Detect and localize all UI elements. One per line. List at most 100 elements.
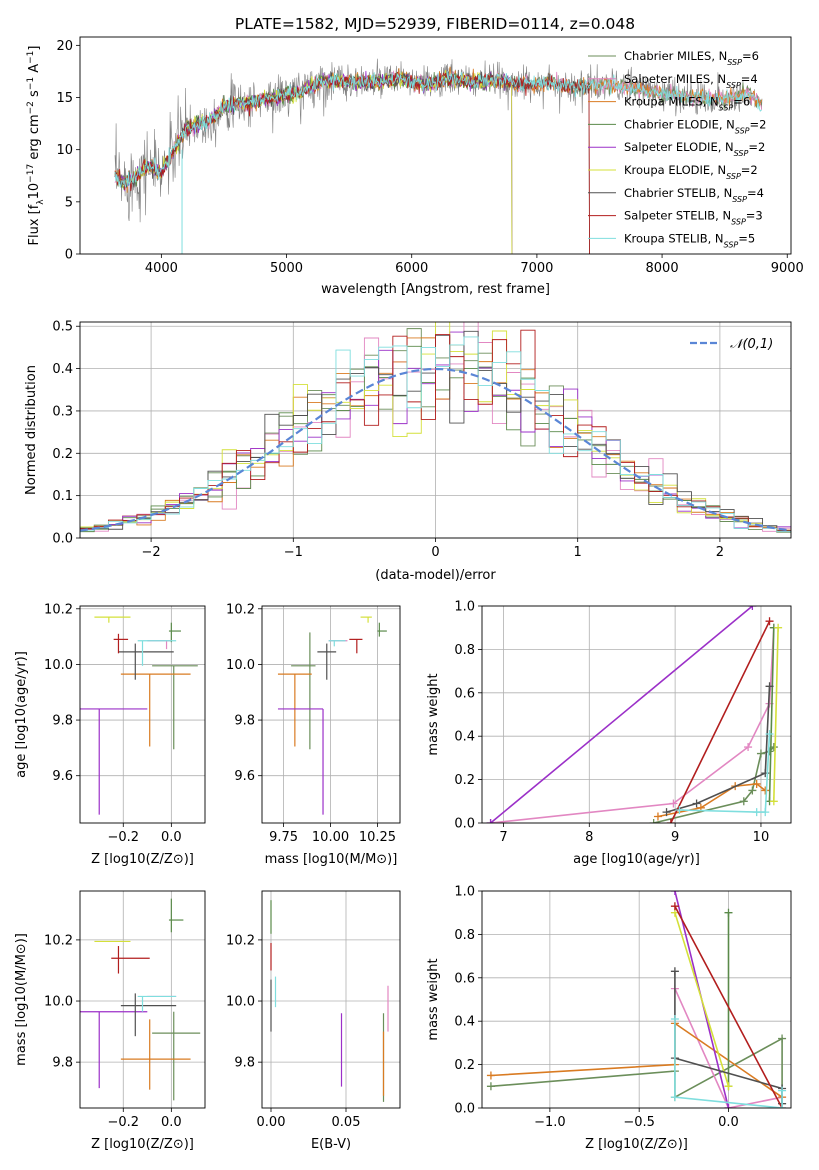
mass-vs-ebv-axes: 0.00 0.05 9.8 10.0 10.2 E(B-V) xyxy=(226,890,401,1152)
y-tick-label: 10.2 xyxy=(44,602,73,617)
y-axis-label: age [log10(age/yr)] xyxy=(14,651,29,778)
plus-marker xyxy=(765,730,774,739)
legend-label: Chabrier ELODIE, NSSP=2 xyxy=(624,117,766,135)
y-tick-label: 0.2 xyxy=(454,1058,475,1073)
plus-marker xyxy=(778,1086,787,1095)
errorbars xyxy=(277,616,387,815)
y-tick-label: 0.5 xyxy=(52,320,73,335)
spectrum-lines xyxy=(114,58,763,254)
x-tick-label: −1.0 xyxy=(534,1115,566,1130)
x-tick-label: 10 xyxy=(753,830,770,845)
x-tick-label: 10.00 xyxy=(312,830,349,845)
y-tick-label: 0.4 xyxy=(454,730,475,745)
y-tick-label: 9.8 xyxy=(52,1056,73,1071)
x-axis-label: (data-model)/error xyxy=(375,568,496,583)
y-tick-label: 0.1 xyxy=(52,489,73,504)
x-tick-label: 1 xyxy=(574,545,582,560)
errorbar-point xyxy=(328,640,346,647)
plus-marker xyxy=(774,623,783,632)
plus-marker xyxy=(669,799,678,808)
x-tick-label: 0.05 xyxy=(332,1115,361,1130)
x-tick-label: 9.75 xyxy=(269,830,298,845)
x-tick-label: 5000 xyxy=(270,261,303,276)
y-axis-label: Flux [fλ10−17 erg cm−2 s−1 A−1] xyxy=(26,46,46,246)
plus-marker xyxy=(649,819,658,823)
y-tick-label: 0.4 xyxy=(454,1015,475,1030)
plus-marker xyxy=(486,1082,495,1091)
weight-line xyxy=(768,627,775,802)
y-tick-label: 10.0 xyxy=(44,658,73,673)
errorbar-point xyxy=(277,708,324,815)
y-tick-label: 10.0 xyxy=(226,658,255,673)
errorbar-point xyxy=(80,1011,148,1089)
x-tick-label: −1 xyxy=(284,545,303,560)
y-tick-label: 20 xyxy=(56,39,73,54)
errorbar-point xyxy=(168,622,181,643)
plus-marker xyxy=(756,749,765,758)
x-axis-label: wavelength [Angstrom, rest frame] xyxy=(321,282,550,297)
axes-frame xyxy=(79,890,206,1109)
y-tick-label: 9.6 xyxy=(52,769,73,784)
x-axis-label: mass [log10(M/M⊙)] xyxy=(265,852,398,867)
y-tick-label: 0.0 xyxy=(52,532,73,547)
plus-marker xyxy=(752,779,761,788)
y-tick-label: 9.8 xyxy=(234,1056,255,1071)
plus-marker xyxy=(662,808,671,817)
errorbar-point xyxy=(152,665,198,750)
y-tick-label: 0.8 xyxy=(454,928,475,943)
plus-marker xyxy=(666,819,675,823)
weight-line xyxy=(674,912,730,1087)
errorbar-point xyxy=(120,673,191,747)
axes-frame xyxy=(261,890,401,1109)
plus-marker xyxy=(769,797,778,806)
x-tick-label: 10.25 xyxy=(359,830,396,845)
x-tick-label: 0.0 xyxy=(718,1115,739,1130)
x-axis-label: Z [log10(Z/Z⊙)] xyxy=(91,1137,194,1152)
legend-label: Kroupa STELIB, NSSP=5 xyxy=(624,231,755,249)
errorbar-point xyxy=(94,616,131,623)
legend-label: Salpeter ELODIE, NSSP=2 xyxy=(624,140,765,158)
legend-label: Kroupa ELODIE, NSSP=2 xyxy=(624,163,758,181)
y-tick-label: 9.8 xyxy=(52,714,73,729)
residuals-axes: −2 −1 0 1 2 0.0 0.1 0.2 0.3 0.4 0.5 (data-model)/er… xyxy=(24,320,792,583)
y-tick-label: 10.2 xyxy=(226,933,255,948)
errorbar-point xyxy=(349,638,363,654)
plus-marker xyxy=(692,799,701,808)
y-axis-label: mass weight xyxy=(426,958,441,1040)
errorbars xyxy=(80,898,201,1101)
x-tick-label: 2 xyxy=(716,545,724,560)
y-axis-label: mass weight xyxy=(426,673,441,755)
legend-label: Salpeter STELIB, NSSP=3 xyxy=(624,209,763,227)
y-tick-label: 0.2 xyxy=(52,447,73,462)
plus-marker xyxy=(778,1104,787,1108)
x-tick-label: 6000 xyxy=(395,261,428,276)
axes-frame xyxy=(79,36,792,255)
y-axis-label: mass [log10(M/M⊙)] xyxy=(14,933,29,1066)
legend: Chabrier MILES, NSSP=6 Salpeter MILES, NS… xyxy=(588,49,766,249)
plus-marker xyxy=(778,1034,787,1043)
errorbar-point xyxy=(120,993,177,1037)
weight-line xyxy=(773,627,779,802)
x-axis-label: age [log10(age/yr)] xyxy=(573,852,700,867)
axes-frame xyxy=(481,605,792,824)
errorbar-point xyxy=(113,633,129,654)
plus-marker xyxy=(748,786,757,795)
weight-line xyxy=(674,905,783,1108)
y-tick-label: 1.0 xyxy=(454,600,475,615)
axes-frame xyxy=(79,321,792,539)
legend: 𝒩(0,1) xyxy=(690,337,773,352)
x-tick-label: 0.0 xyxy=(161,1115,182,1130)
x-axis-label: Z [log10(Z/Z⊙)] xyxy=(91,852,194,867)
plus-marker xyxy=(670,1015,679,1024)
errorbars xyxy=(80,616,198,815)
errorbar-point xyxy=(377,622,387,637)
plus-marker xyxy=(724,908,733,917)
weight-line xyxy=(666,686,771,813)
plus-marker xyxy=(486,819,495,823)
legend-label: Salpeter MILES, NSSP=4 xyxy=(624,72,758,90)
y-tick-label: 1.0 xyxy=(454,885,475,900)
legend-label: 𝒩(0,1) xyxy=(730,337,773,352)
x-tick-label: 9 xyxy=(671,830,679,845)
legend-label: Chabrier STELIB, NSSP=4 xyxy=(624,186,764,204)
massweight-vs-age-axes: 7 8 9 10 0.0 0.2 0.4 0.6 0.8 1.0 age [log10(age/yr… xyxy=(426,600,792,867)
